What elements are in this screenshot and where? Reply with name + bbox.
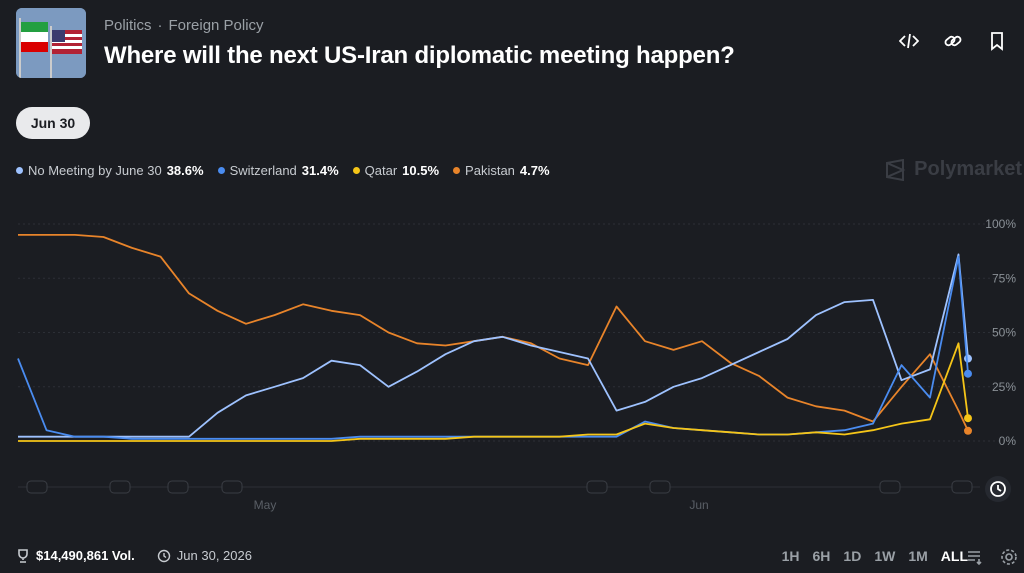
end-date: Jun 30, 2026 bbox=[157, 548, 252, 563]
chart-legend: No Meeting by June 30 38.6% Switzerland … bbox=[16, 163, 550, 178]
clock-small-icon bbox=[157, 549, 170, 562]
polymarket-logo: Polymarket bbox=[884, 158, 1022, 181]
range-slider-handle bbox=[26, 480, 48, 494]
series-end-point bbox=[964, 369, 972, 378]
date-pill-jun-30[interactable]: Jun 30 bbox=[16, 107, 90, 139]
brand-name: Polymarket bbox=[914, 158, 1022, 180]
range-slider-handle bbox=[167, 480, 189, 494]
range-slider-handle bbox=[586, 480, 608, 494]
range-slider-handle bbox=[221, 480, 243, 494]
trophy-icon bbox=[18, 548, 28, 563]
range-slider-handle bbox=[649, 480, 671, 494]
y-tick-label: 50% bbox=[992, 326, 1016, 340]
series-end-point bbox=[964, 414, 972, 423]
market-footer-info: $14,490,861 Vol. Jun 30, 2026 bbox=[16, 548, 252, 563]
market-thumbnail bbox=[16, 8, 86, 78]
legend-dot bbox=[217, 167, 225, 174]
series-end-point bbox=[964, 354, 972, 363]
link-icon[interactable] bbox=[942, 30, 964, 52]
legend-item-no-meeting: No Meeting by June 30 38.6% bbox=[16, 163, 204, 178]
y-tick-label: 100% bbox=[985, 217, 1016, 231]
x-tick-label: Jun bbox=[689, 498, 708, 512]
legend-label: Switzerland bbox=[229, 163, 297, 178]
series-end-point bbox=[964, 426, 972, 435]
legend-label: No Meeting by June 30 bbox=[28, 163, 162, 178]
series-line bbox=[17, 255, 969, 440]
breadcrumb: Politics · Foreign Policy bbox=[104, 17, 264, 34]
end-date-value: Jun 30, 2026 bbox=[176, 548, 252, 563]
y-tick-label: 25% bbox=[992, 380, 1016, 394]
volume: $14,490,861 Vol. bbox=[16, 548, 135, 563]
volume-value: $14,490,861 Vol. bbox=[36, 548, 135, 563]
range-tab-1w[interactable]: 1W bbox=[874, 548, 896, 564]
settings-gear-icon[interactable] bbox=[998, 546, 1020, 568]
page-title: Where will the next US-Iran diplomatic m… bbox=[104, 42, 735, 69]
range-tab-1m[interactable]: 1M bbox=[908, 548, 928, 564]
price-chart: 100% 75% 50% 25% 0% May Jun bbox=[17, 217, 1017, 512]
legend-item-pakistan: Pakistan 4.7% bbox=[453, 163, 550, 178]
footer-icons bbox=[964, 546, 1020, 568]
y-tick-label: 0% bbox=[999, 434, 1017, 448]
embed-icon[interactable] bbox=[898, 30, 920, 52]
legend-dot bbox=[16, 167, 23, 174]
top-actions bbox=[898, 30, 1008, 52]
range-tab-6h[interactable]: 6H bbox=[812, 548, 831, 564]
x-tick-label: May bbox=[254, 498, 277, 512]
y-tick-label: 75% bbox=[992, 271, 1016, 285]
polymarket-icon bbox=[886, 158, 906, 181]
range-slider-handle bbox=[879, 480, 901, 494]
breadcrumb-foreign-policy[interactable]: Foreign Policy bbox=[168, 17, 264, 34]
legend-value: 10.5% bbox=[402, 163, 440, 178]
legend-item-switzerland: Switzerland 31.4% bbox=[217, 163, 339, 178]
range-slider-handle bbox=[109, 480, 131, 494]
range-slider-handle bbox=[951, 480, 973, 494]
range-tab-all[interactable]: ALL bbox=[940, 548, 968, 564]
list-filter-icon[interactable] bbox=[964, 546, 986, 568]
legend-value: 31.4% bbox=[301, 163, 339, 178]
legend-label: Pakistan bbox=[465, 163, 515, 178]
clock-icon[interactable] bbox=[985, 476, 1011, 502]
legend-dot bbox=[352, 167, 360, 174]
time-range-tabs: 1H 6H 1D 1W 1M ALL bbox=[782, 548, 968, 564]
legend-item-qatar: Qatar 10.5% bbox=[352, 163, 440, 178]
breadcrumb-separator: · bbox=[157, 17, 163, 34]
legend-value: 38.6% bbox=[166, 163, 204, 178]
range-tab-1h[interactable]: 1H bbox=[781, 548, 800, 564]
breadcrumb-politics[interactable]: Politics bbox=[104, 17, 152, 34]
bookmark-icon[interactable] bbox=[986, 30, 1008, 52]
series-line bbox=[18, 253, 969, 438]
legend-value: 4.7% bbox=[519, 163, 550, 178]
range-tab-1d[interactable]: 1D bbox=[843, 548, 862, 564]
legend-dot bbox=[453, 167, 461, 174]
legend-label: Qatar bbox=[364, 163, 398, 178]
series-line bbox=[18, 342, 969, 442]
